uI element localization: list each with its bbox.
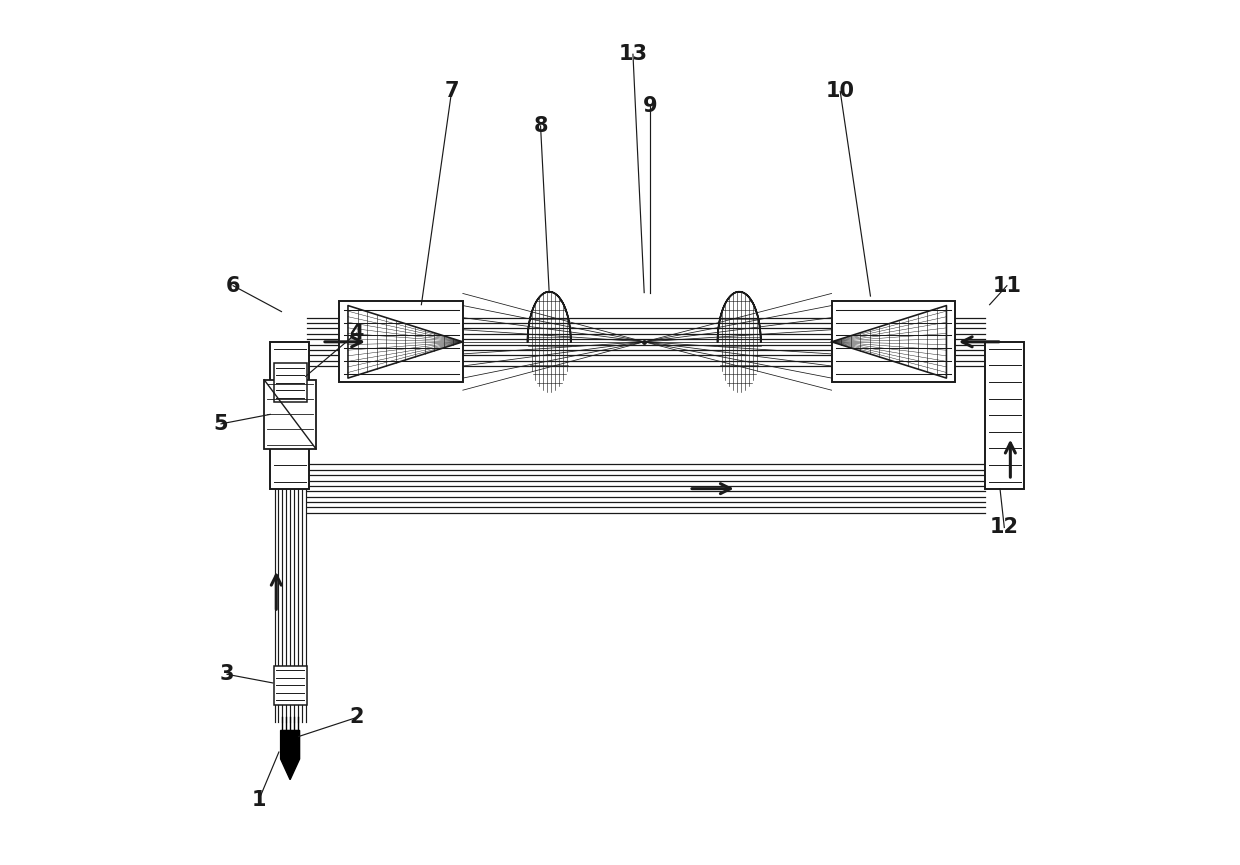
Text: 5: 5 xyxy=(213,413,228,434)
Bar xyxy=(340,301,463,382)
Text: 3: 3 xyxy=(219,664,234,684)
Polygon shape xyxy=(280,730,300,779)
Text: 7: 7 xyxy=(444,81,459,101)
Bar xyxy=(986,342,1024,489)
Bar xyxy=(274,363,306,402)
Text: 11: 11 xyxy=(992,276,1022,296)
Text: 4: 4 xyxy=(350,324,363,343)
Text: 8: 8 xyxy=(533,116,548,136)
Text: 13: 13 xyxy=(619,44,647,64)
Bar xyxy=(270,342,309,489)
Text: 6: 6 xyxy=(226,276,241,296)
Text: 10: 10 xyxy=(826,81,854,101)
Text: 9: 9 xyxy=(642,96,657,116)
Bar xyxy=(264,380,316,449)
Bar xyxy=(274,666,306,704)
Text: 2: 2 xyxy=(350,708,363,727)
Bar xyxy=(832,301,955,382)
Text: 1: 1 xyxy=(252,790,267,810)
Text: 12: 12 xyxy=(990,517,1019,537)
